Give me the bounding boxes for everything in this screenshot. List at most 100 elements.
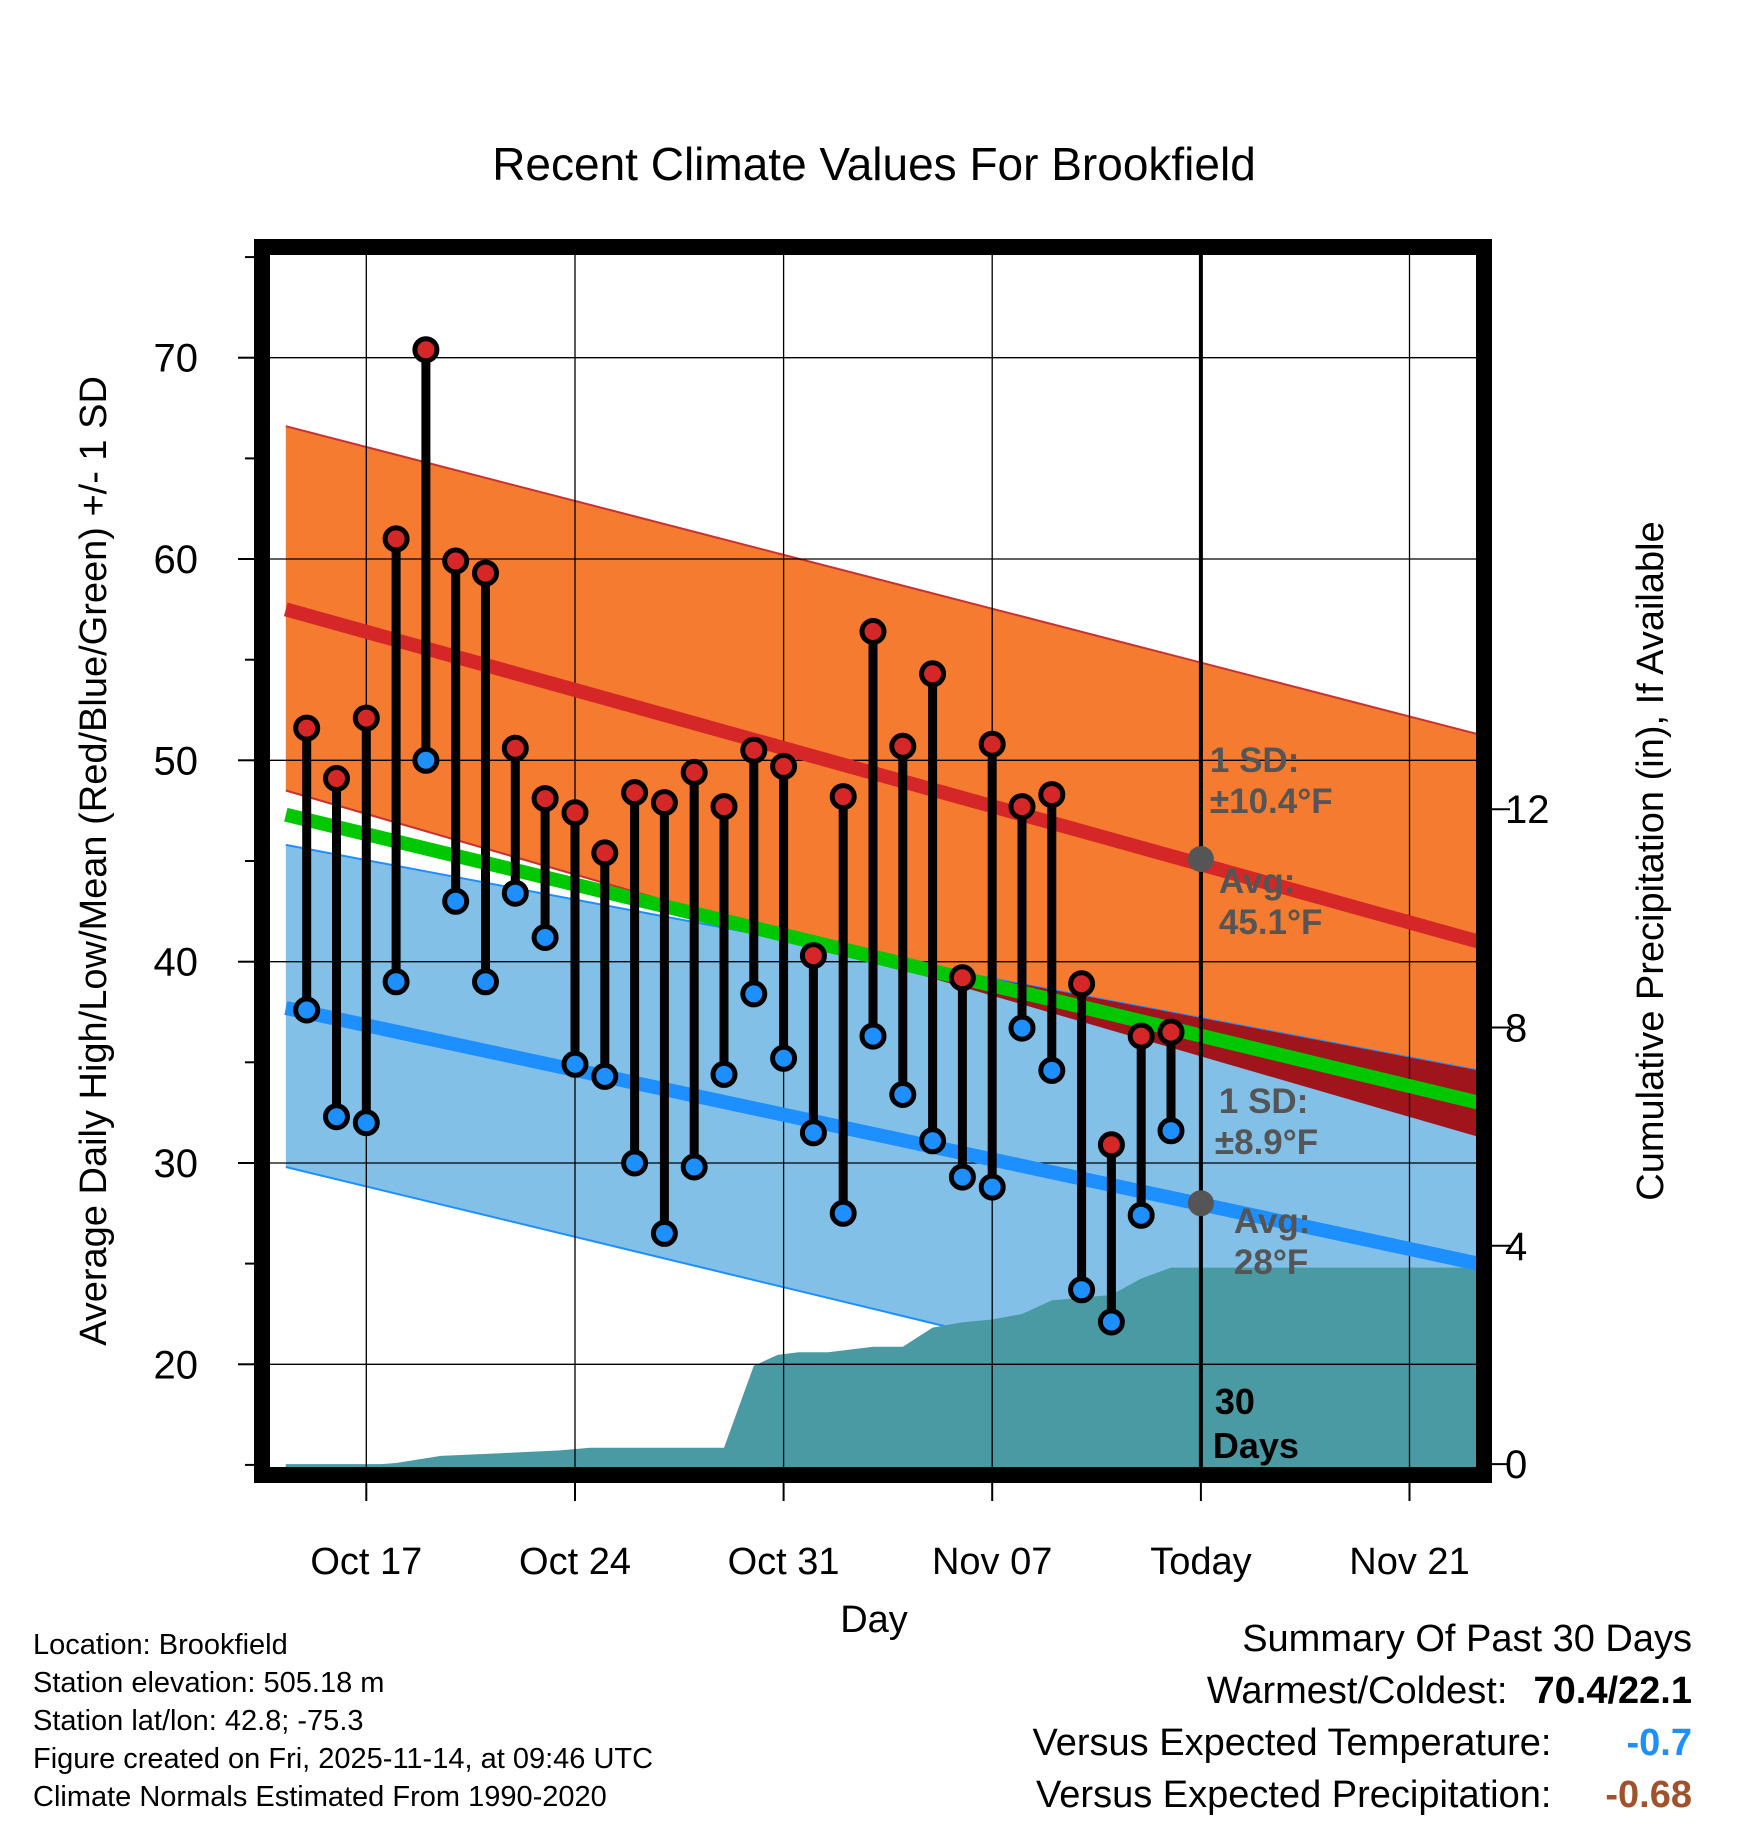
daily-high-point <box>710 793 738 821</box>
daily-high-point <box>1068 970 1096 998</box>
daily-high-point <box>412 336 440 364</box>
daily-low-point <box>1097 1308 1125 1336</box>
plot-frame <box>254 239 1492 1483</box>
daily-high-point <box>561 799 589 827</box>
daily-high-point <box>799 942 827 970</box>
daily-low-point <box>1068 1276 1096 1304</box>
period-unit: Days <box>1213 1425 1299 1466</box>
daily-low-point <box>1127 1201 1155 1229</box>
daily-low-point <box>680 1153 708 1181</box>
daily-high-point <box>442 547 470 575</box>
daily-high-point <box>770 752 798 780</box>
daily-high-point <box>352 704 380 732</box>
daily-low-point <box>591 1062 619 1090</box>
high-sd-label: 1 SD: <box>1210 741 1299 780</box>
daily-low-point <box>948 1163 976 1191</box>
daily-high-point <box>382 525 410 553</box>
daily-low-point <box>740 980 768 1008</box>
daily-high-point <box>501 734 529 762</box>
low-sd-value: ±8.9°F <box>1215 1123 1318 1162</box>
daily-high-point <box>1157 1018 1185 1046</box>
daily-high-point <box>889 732 917 760</box>
daily-high-point <box>859 618 887 645</box>
high-normal-band-upper-edge <box>285 425 1479 736</box>
station-elevation: Station elevation: 505.18 m <box>33 1667 385 1699</box>
normals-period: Climate Normals Estimated From 1990-2020 <box>33 1781 607 1813</box>
summary-precip-row: Versus Expected Precipitation: -0.68 <box>1036 1774 1692 1817</box>
daily-high-point <box>621 779 649 807</box>
today-low-avg-point <box>1187 1190 1214 1217</box>
daily-low-point <box>770 1044 798 1072</box>
today-high-avg-point <box>1187 846 1214 872</box>
daily-low-point <box>382 968 410 996</box>
high-avg-value: 45.1°F <box>1219 903 1323 942</box>
y-right-tick-label: 0 <box>1505 1443 1527 1487</box>
daily-high-point <box>829 783 857 811</box>
daily-low-point <box>531 924 559 951</box>
daily-high-point <box>1127 1022 1155 1050</box>
daily-high-point <box>531 785 559 813</box>
period-count: 30 <box>1215 1381 1255 1422</box>
chart-title: Recent Climate Values For Brookfield <box>492 138 1256 190</box>
y-left-tick-label: 70 <box>154 337 199 381</box>
daily-low-point <box>621 1149 649 1177</box>
high-sd-value: ±10.4°F <box>1210 782 1333 821</box>
temp-vs-expected-label: Versus Expected Temperature: <box>1032 1722 1552 1764</box>
daily-low-point <box>352 1109 380 1137</box>
x-tick-label: Oct 17 <box>310 1541 422 1583</box>
daily-low-point <box>472 968 499 996</box>
daily-high-point <box>740 736 768 764</box>
y-right-tick-label: 4 <box>1505 1225 1527 1269</box>
summary-warm-cold-row: Warmest/Coldest: 70.4/22.1 <box>1207 1670 1692 1713</box>
y-left-tick-label: 20 <box>154 1343 199 1387</box>
station-latlon: Station lat/lon: 42.8; -75.3 <box>33 1705 364 1737</box>
low-sd-label: 1 SD: <box>1219 1082 1308 1121</box>
x-axis-label: Day <box>840 1599 908 1641</box>
daily-low-point <box>859 1022 887 1050</box>
daily-low-point <box>710 1060 738 1088</box>
daily-high-point <box>680 758 708 786</box>
x-tick-label: Today <box>1150 1541 1251 1583</box>
x-tick-label: Oct 31 <box>728 1541 840 1583</box>
precip-vs-expected-value: -0.68 <box>1605 1774 1692 1816</box>
daily-low-point <box>293 996 321 1024</box>
y-left-tick-label: 40 <box>154 941 199 985</box>
daily-high-point <box>323 765 350 792</box>
y-left-tick-label: 30 <box>154 1142 199 1186</box>
band-overlap-region <box>822 946 1478 1137</box>
daily-low-point <box>501 879 529 907</box>
x-tick-label: Nov 07 <box>932 1541 1052 1583</box>
daily-low-point <box>442 887 470 915</box>
daily-low-point <box>650 1219 678 1247</box>
daily-low-point <box>978 1173 1006 1201</box>
daily-low-point <box>561 1050 589 1078</box>
x-tick-label: Nov 21 <box>1349 1541 1469 1583</box>
warm-cold-label: Warmest/Coldest: <box>1206 1670 1508 1712</box>
warm-cold-value: 70.4/22.1 <box>1533 1670 1692 1712</box>
precip-vs-expected-label: Versus Expected Precipitation: <box>1036 1774 1552 1816</box>
low-avg-value: 28°F <box>1234 1243 1308 1282</box>
daily-high-point <box>948 964 976 992</box>
y-left-axis-label: Average Daily High/Low/Mean (Red/Blue/Gr… <box>73 376 115 1346</box>
daily-low-point <box>412 746 440 774</box>
daily-high-point <box>1097 1131 1125 1159</box>
daily-high-point <box>919 660 947 688</box>
daily-low-point <box>323 1103 350 1131</box>
daily-high-point <box>1038 781 1066 809</box>
y-left-tick-label: 50 <box>154 739 199 783</box>
daily-low-point <box>799 1119 827 1147</box>
y-right-tick-label: 12 <box>1505 788 1550 832</box>
cumulative-precip-area <box>285 1267 1478 1475</box>
daily-low-point <box>919 1127 947 1155</box>
summary-title: Summary Of Past 30 Days <box>1242 1618 1692 1660</box>
daily-high-point <box>293 714 321 742</box>
station-location: Location: Brookfield <box>33 1629 288 1661</box>
figure-created: Figure created on Fri, 2025-11-14, at 09… <box>33 1743 654 1775</box>
daily-high-point <box>472 559 499 587</box>
summary-temp-row: Versus Expected Temperature: -0.7 <box>1033 1722 1692 1765</box>
y-right-axis-label: Cumulative Precipitation (in), If Availa… <box>1630 521 1672 1200</box>
daily-low-point <box>1157 1117 1185 1145</box>
low-avg-label: Avg: <box>1234 1202 1310 1241</box>
daily-low-point <box>1038 1056 1066 1084</box>
